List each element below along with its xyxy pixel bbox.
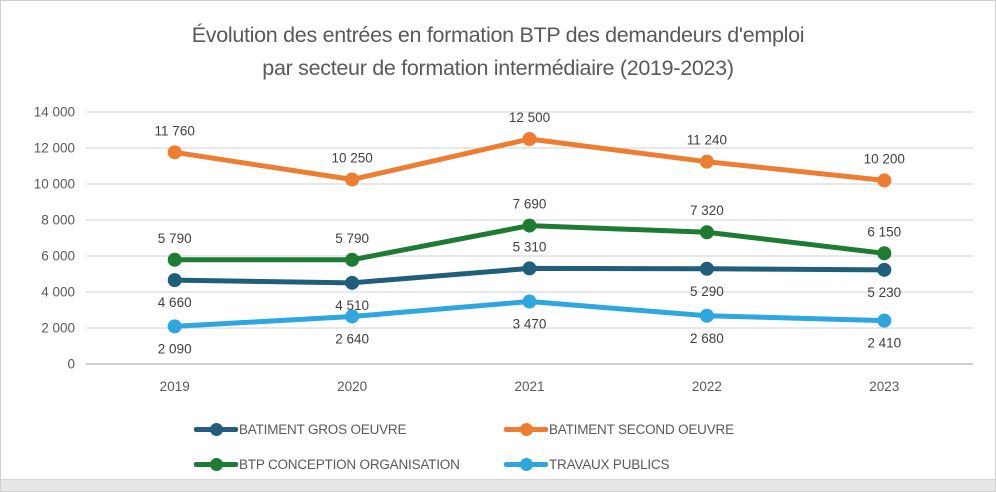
data-label: 10 200 xyxy=(864,151,905,166)
data-point-marker[interactable] xyxy=(877,313,892,328)
data-label: 7 690 xyxy=(513,197,547,212)
data-label: 6 150 xyxy=(867,224,901,239)
data-point-marker[interactable] xyxy=(167,145,182,160)
y-axis-tick-label: 10 000 xyxy=(34,177,75,192)
y-axis-tick-label: 8 000 xyxy=(41,213,75,228)
data-point-marker[interactable] xyxy=(877,246,892,261)
chart-legend: BATIMENT GROS OEUVRE BATIMENT SECOND OEU… xyxy=(194,418,734,475)
series-line-marker-icon xyxy=(194,457,238,471)
data-label: 2 410 xyxy=(867,336,901,351)
data-label: 2 680 xyxy=(690,331,724,346)
data-label: 11 240 xyxy=(687,133,727,148)
data-point-marker[interactable] xyxy=(877,173,892,188)
x-axis-tick-label: 2021 xyxy=(514,379,544,394)
data-label: 4 510 xyxy=(335,298,369,313)
data-point-marker[interactable] xyxy=(345,309,360,324)
legend-item-batiment-second-oeuvre[interactable]: BATIMENT SECOND OEUVRE xyxy=(504,418,734,440)
y-axis-tick-label: 12 000 xyxy=(34,141,75,156)
data-point-marker[interactable] xyxy=(699,225,714,240)
legend-label: BATIMENT GROS OEUVRE xyxy=(239,421,407,437)
series-line-marker-icon xyxy=(194,422,238,436)
data-label: 5 790 xyxy=(158,231,192,246)
y-axis-tick-label: 6 000 xyxy=(41,249,75,264)
data-label: 2 640 xyxy=(335,331,369,346)
y-axis-tick-label: 4 000 xyxy=(41,285,75,300)
data-label: 5 790 xyxy=(335,231,369,246)
data-point-marker[interactable] xyxy=(345,172,360,187)
data-point-marker[interactable] xyxy=(345,252,360,267)
x-axis-tick-label: 2019 xyxy=(160,379,190,394)
chart-title: Évolution des entrées en formation BTP d… xyxy=(1,19,995,85)
y-axis-tick-label: 14 000 xyxy=(34,105,75,120)
data-point-marker[interactable] xyxy=(699,154,714,169)
data-label: 5 230 xyxy=(867,285,901,300)
x-axis-tick-label: 2020 xyxy=(337,379,367,394)
data-label: 11 760 xyxy=(155,123,195,138)
worksheet-edge-strip xyxy=(1,479,995,491)
x-axis-tick-label: 2022 xyxy=(692,379,722,394)
data-point-marker[interactable] xyxy=(167,252,182,267)
data-point-marker[interactable] xyxy=(522,132,537,146)
data-label: 4 660 xyxy=(158,295,192,310)
data-label: 5 290 xyxy=(690,284,724,299)
data-point-marker[interactable] xyxy=(699,308,714,323)
data-label: 5 310 xyxy=(513,239,547,254)
data-point-marker[interactable] xyxy=(877,262,892,277)
data-label: 3 470 xyxy=(513,317,547,332)
data-point-marker[interactable] xyxy=(699,261,714,276)
legend-label: TRAVAUX PUBLICS xyxy=(549,456,670,472)
x-axis-tick-label: 2023 xyxy=(869,379,899,394)
series-line-marker-icon xyxy=(504,457,548,471)
legend-label: BTP CONCEPTION ORGANISATION xyxy=(239,456,460,472)
chart-title-line2: par secteur de formation intermédiaire (… xyxy=(262,56,734,80)
y-axis-tick-label: 2 000 xyxy=(41,321,75,336)
data-point-marker[interactable] xyxy=(167,273,182,288)
y-axis-tick-label: 0 xyxy=(67,357,75,372)
legend-label: BATIMENT SECOND OEUVRE xyxy=(549,421,734,437)
data-label: 2 090 xyxy=(158,341,192,356)
data-point-marker[interactable] xyxy=(522,261,537,276)
chart-title-line1: Évolution des entrées en formation BTP d… xyxy=(191,23,805,47)
data-point-marker[interactable] xyxy=(522,218,537,233)
legend-item-batiment-gros-oeuvre[interactable]: BATIMENT GROS OEUVRE xyxy=(194,418,504,440)
data-label: 7 320 xyxy=(690,203,724,218)
data-point-marker[interactable] xyxy=(522,294,537,309)
data-label: 10 250 xyxy=(331,151,372,166)
data-point-marker[interactable] xyxy=(345,275,360,290)
legend-item-btp-conception-organisation[interactable]: BTP CONCEPTION ORGANISATION xyxy=(194,453,504,475)
legend-item-travaux-publics[interactable]: TRAVAUX PUBLICS xyxy=(504,453,734,475)
data-label: 12 500 xyxy=(509,110,550,125)
data-point-marker[interactable] xyxy=(167,319,182,334)
series-line-marker-icon xyxy=(504,422,548,436)
